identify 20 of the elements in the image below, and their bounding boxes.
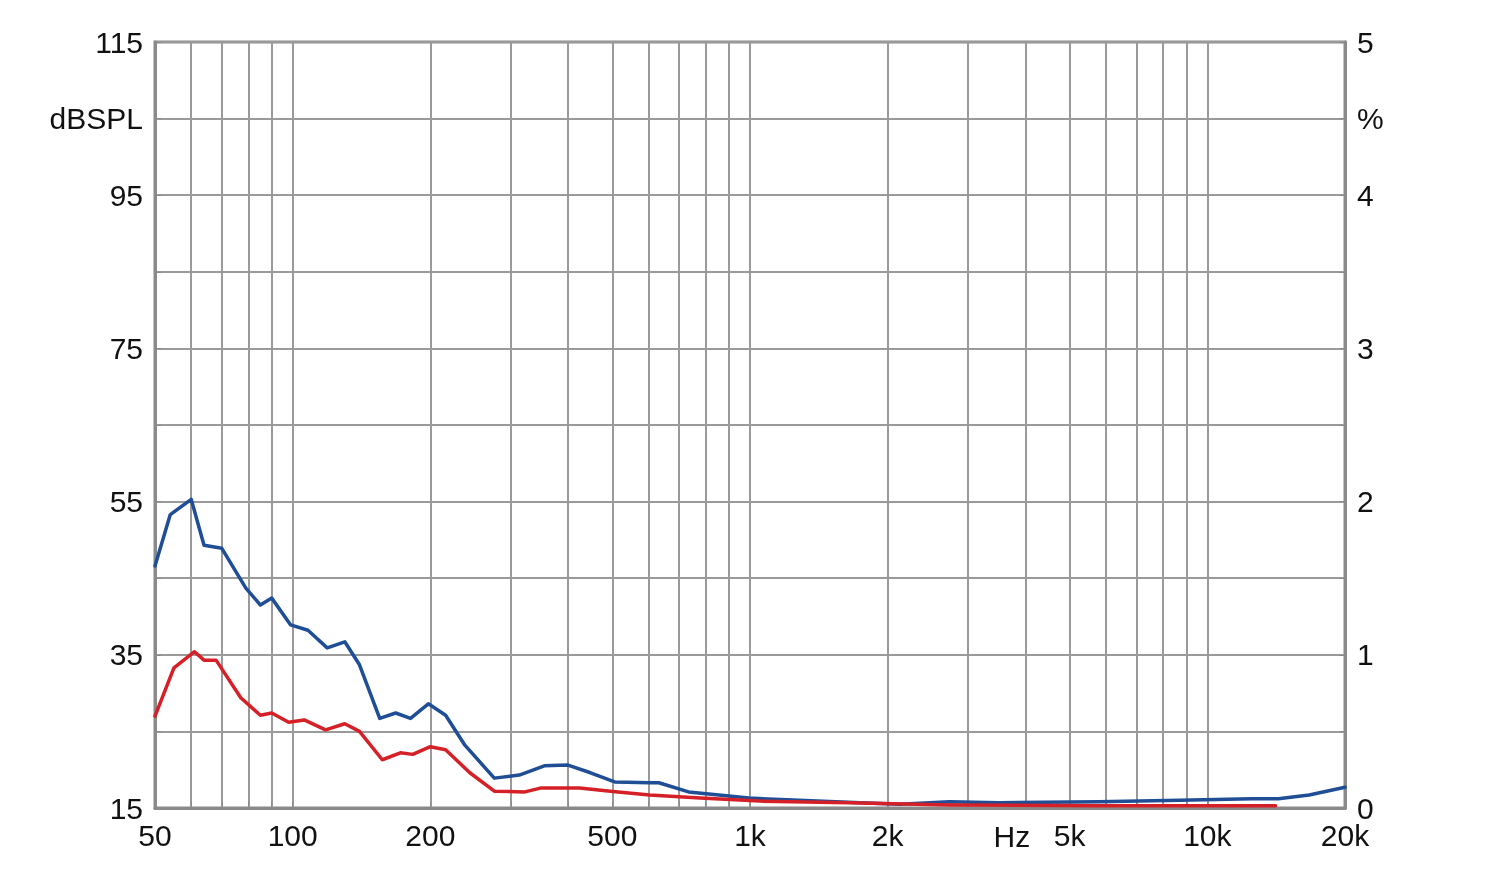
y-tick-label: 95 bbox=[109, 178, 143, 212]
y2-tick-label: 5 bbox=[1357, 25, 1374, 59]
y2-tick-label: 1 bbox=[1357, 638, 1374, 672]
x-tick-label: 5k bbox=[1053, 818, 1087, 852]
y-tick-label: 55 bbox=[109, 485, 143, 519]
y2-axis-title: % bbox=[1357, 102, 1384, 136]
y2-tick-label: 4 bbox=[1357, 178, 1374, 212]
x-tick-label: 100 bbox=[267, 818, 318, 852]
x-tick-label: 500 bbox=[587, 818, 638, 852]
y-tick-label: 115 bbox=[95, 25, 143, 59]
x-tick-label: 2k bbox=[871, 818, 905, 852]
y-tick-label: 35 bbox=[109, 638, 143, 672]
y-axis-title: dBSPL bbox=[49, 102, 143, 136]
x-axis-title: Hz bbox=[993, 819, 1031, 853]
x-tick-label: 200 bbox=[405, 818, 456, 852]
y2-tick-label: 2 bbox=[1357, 485, 1374, 519]
y2-tick-label: 3 bbox=[1357, 331, 1374, 365]
y-tick-label: 75 bbox=[109, 331, 143, 365]
x-tick-label: 10k bbox=[1183, 818, 1233, 852]
x-tick-label: 1k bbox=[734, 818, 767, 852]
